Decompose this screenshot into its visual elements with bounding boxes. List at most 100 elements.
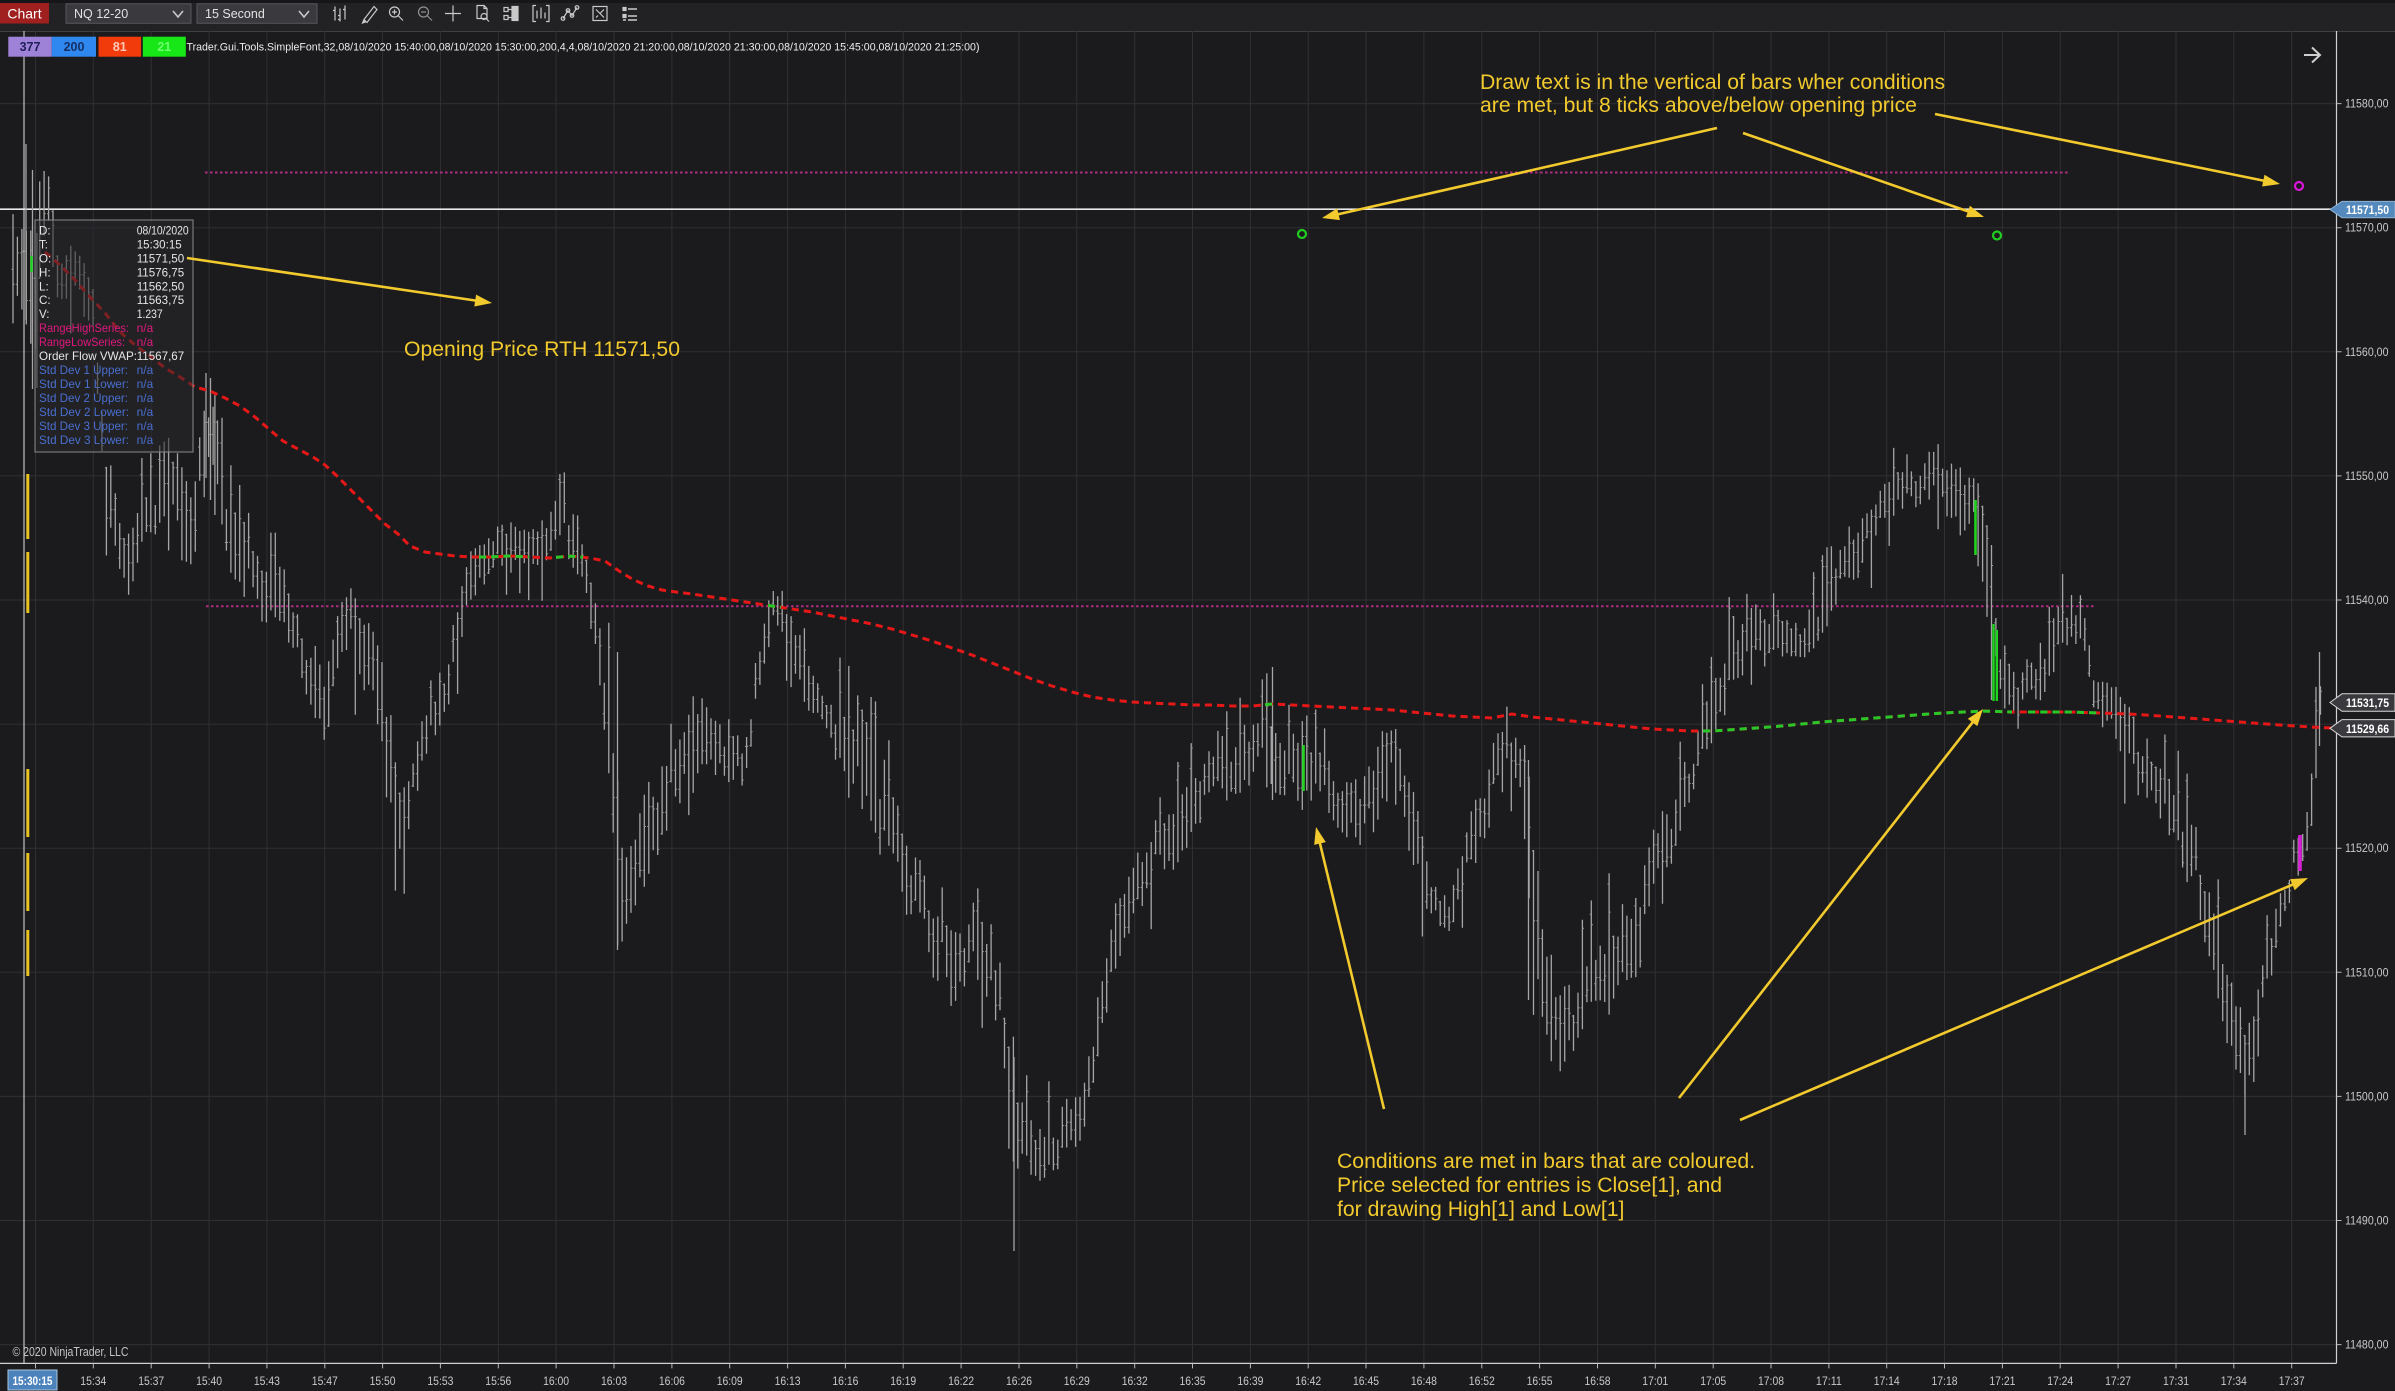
svg-text:n/a: n/a [137, 378, 154, 391]
svg-text:11576,75: 11576,75 [137, 266, 185, 279]
svg-text:17:01: 17:01 [1642, 1374, 1668, 1388]
svg-text:16:03: 16:03 [601, 1374, 627, 1388]
svg-text:Chart: Chart [7, 6, 41, 22]
svg-text:L:: L: [39, 280, 49, 293]
svg-text:n/a: n/a [137, 336, 154, 349]
svg-text:16:09: 16:09 [717, 1374, 743, 1388]
svg-text:16:45: 16:45 [1353, 1374, 1379, 1388]
svg-text:V:: V: [39, 308, 50, 321]
svg-text:11490,00: 11490,00 [2345, 1216, 2389, 1228]
svg-text:16:48: 16:48 [1411, 1374, 1437, 1388]
svg-text:17:08: 17:08 [1758, 1374, 1784, 1388]
svg-text:11562,50: 11562,50 [137, 280, 185, 293]
svg-text:17:37: 17:37 [2279, 1374, 2305, 1388]
svg-text:n/a: n/a [137, 420, 154, 433]
svg-text:11480,00: 11480,00 [2345, 1340, 2389, 1352]
svg-text:15:34: 15:34 [80, 1374, 106, 1388]
svg-text:Std Dev 1 Upper:: Std Dev 1 Upper: [39, 364, 128, 377]
svg-text:11570,00: 11570,00 [2345, 223, 2389, 235]
svg-text:Std Dev 3 Lower:: Std Dev 3 Lower: [39, 434, 129, 447]
svg-text:17:21: 17:21 [1989, 1374, 2015, 1388]
svg-text:11550,00: 11550,00 [2345, 471, 2389, 483]
svg-text:n/a: n/a [137, 434, 154, 447]
svg-text:H:: H: [39, 266, 51, 279]
svg-text:Std Dev 1 Lower:: Std Dev 1 Lower: [39, 378, 129, 391]
svg-text:T:: T: [39, 238, 48, 251]
svg-text:200: 200 [64, 40, 85, 54]
svg-text:Opening Price RTH 11571,50: Opening Price RTH 11571,50 [404, 338, 680, 361]
svg-text:NQ 12-20: NQ 12-20 [74, 7, 128, 21]
svg-text:Draw text is in the vertical o: Draw text is in the vertical of bars whe… [1480, 71, 1945, 94]
svg-text:21: 21 [157, 40, 171, 54]
svg-text:17:18: 17:18 [1932, 1374, 1958, 1388]
svg-text:16:22: 16:22 [948, 1374, 974, 1388]
svg-text:D:: D: [39, 225, 51, 238]
svg-text:Std Dev 2 Upper:: Std Dev 2 Upper: [39, 392, 128, 405]
svg-text:15:53: 15:53 [427, 1374, 453, 1388]
svg-text:17:11: 17:11 [1816, 1374, 1842, 1388]
svg-text:Trader.Gui.Tools.SimpleFont,32: Trader.Gui.Tools.SimpleFont,32,08/10/202… [187, 42, 980, 54]
svg-text:11571,50: 11571,50 [137, 252, 185, 265]
svg-text:17:34: 17:34 [2221, 1374, 2247, 1388]
svg-text:16:55: 16:55 [1527, 1374, 1553, 1388]
svg-text:11567,67: 11567,67 [137, 350, 185, 363]
svg-text:11510,00: 11510,00 [2345, 967, 2389, 979]
svg-text:Std Dev 3 Upper:: Std Dev 3 Upper: [39, 420, 128, 433]
svg-text:15:40: 15:40 [196, 1374, 222, 1388]
svg-text:n/a: n/a [137, 322, 154, 335]
svg-text:16:19: 16:19 [890, 1374, 916, 1388]
svg-text:n/a: n/a [137, 364, 154, 377]
svg-text:11540,00: 11540,00 [2345, 595, 2389, 607]
svg-text:15:30:15: 15:30:15 [13, 1374, 53, 1388]
svg-text:15:50: 15:50 [370, 1374, 396, 1388]
svg-text:C:: C: [39, 294, 51, 307]
svg-text:17:31: 17:31 [2163, 1374, 2189, 1388]
svg-text:11580,00: 11580,00 [2345, 99, 2389, 111]
svg-text:15:43: 15:43 [254, 1374, 280, 1388]
svg-text:n/a: n/a [137, 392, 154, 405]
svg-text:are met, but 8 ticks above/bel: are met, but 8 ticks above/below opening… [1480, 94, 1917, 117]
svg-text:Order Flow VWAP:: Order Flow VWAP: [39, 350, 137, 363]
svg-text:RangeLowSeries:: RangeLowSeries: [39, 336, 125, 349]
svg-text:16:16: 16:16 [832, 1374, 858, 1388]
svg-text:Std Dev 2 Lower:: Std Dev 2 Lower: [39, 406, 129, 419]
svg-text:16:52: 16:52 [1469, 1374, 1495, 1388]
svg-text:16:35: 16:35 [1180, 1374, 1206, 1388]
svg-text:11560,00: 11560,00 [2345, 347, 2389, 359]
svg-text:15:37: 15:37 [138, 1374, 164, 1388]
svg-text:17:24: 17:24 [2047, 1374, 2073, 1388]
svg-text:16:00: 16:00 [543, 1374, 569, 1388]
svg-text:377: 377 [20, 40, 41, 54]
svg-text:for drawing High[1] and Low[1]: for drawing High[1] and Low[1] [1337, 1198, 1624, 1221]
svg-text:15:56: 15:56 [485, 1374, 511, 1388]
svg-text:16:06: 16:06 [659, 1374, 685, 1388]
svg-text:11531,75: 11531,75 [2346, 696, 2389, 710]
svg-text:11571,50: 11571,50 [2346, 203, 2389, 217]
svg-text:n/a: n/a [137, 406, 154, 419]
svg-text:11563,75: 11563,75 [137, 294, 185, 307]
svg-text:17:05: 17:05 [1700, 1374, 1726, 1388]
svg-text:15:47: 15:47 [312, 1374, 338, 1388]
svg-text:RangeHighSeries:: RangeHighSeries: [39, 322, 129, 335]
svg-text:81: 81 [113, 40, 127, 54]
svg-text:16:39: 16:39 [1237, 1374, 1263, 1388]
svg-text:16:26: 16:26 [1006, 1374, 1032, 1388]
svg-text:© 2020 NinjaTrader, LLC: © 2020 NinjaTrader, LLC [13, 1345, 129, 1359]
svg-text:17:27: 17:27 [2105, 1374, 2131, 1388]
svg-text:Conditions are met in bars tha: Conditions are met in bars that are colo… [1337, 1150, 1755, 1173]
svg-text:11529,66: 11529,66 [2346, 722, 2389, 736]
svg-text:16:32: 16:32 [1122, 1374, 1148, 1388]
svg-text:Price selected for entries is: Price selected for entries is Close[1], … [1337, 1174, 1722, 1197]
svg-text:1.237: 1.237 [137, 308, 163, 321]
svg-text:15:30:15: 15:30:15 [137, 238, 182, 251]
svg-text:11520,00: 11520,00 [2345, 843, 2389, 855]
svg-text:16:29: 16:29 [1064, 1374, 1090, 1388]
svg-text:15 Second: 15 Second [205, 7, 265, 21]
svg-text:17:14: 17:14 [1874, 1374, 1900, 1388]
svg-text:16:42: 16:42 [1295, 1374, 1321, 1388]
svg-text:11500,00: 11500,00 [2345, 1091, 2389, 1103]
svg-text:16:58: 16:58 [1585, 1374, 1611, 1388]
svg-text:08/10/2020: 08/10/2020 [137, 225, 189, 238]
svg-text:O:: O: [39, 252, 51, 265]
svg-text:16:13: 16:13 [775, 1374, 801, 1388]
